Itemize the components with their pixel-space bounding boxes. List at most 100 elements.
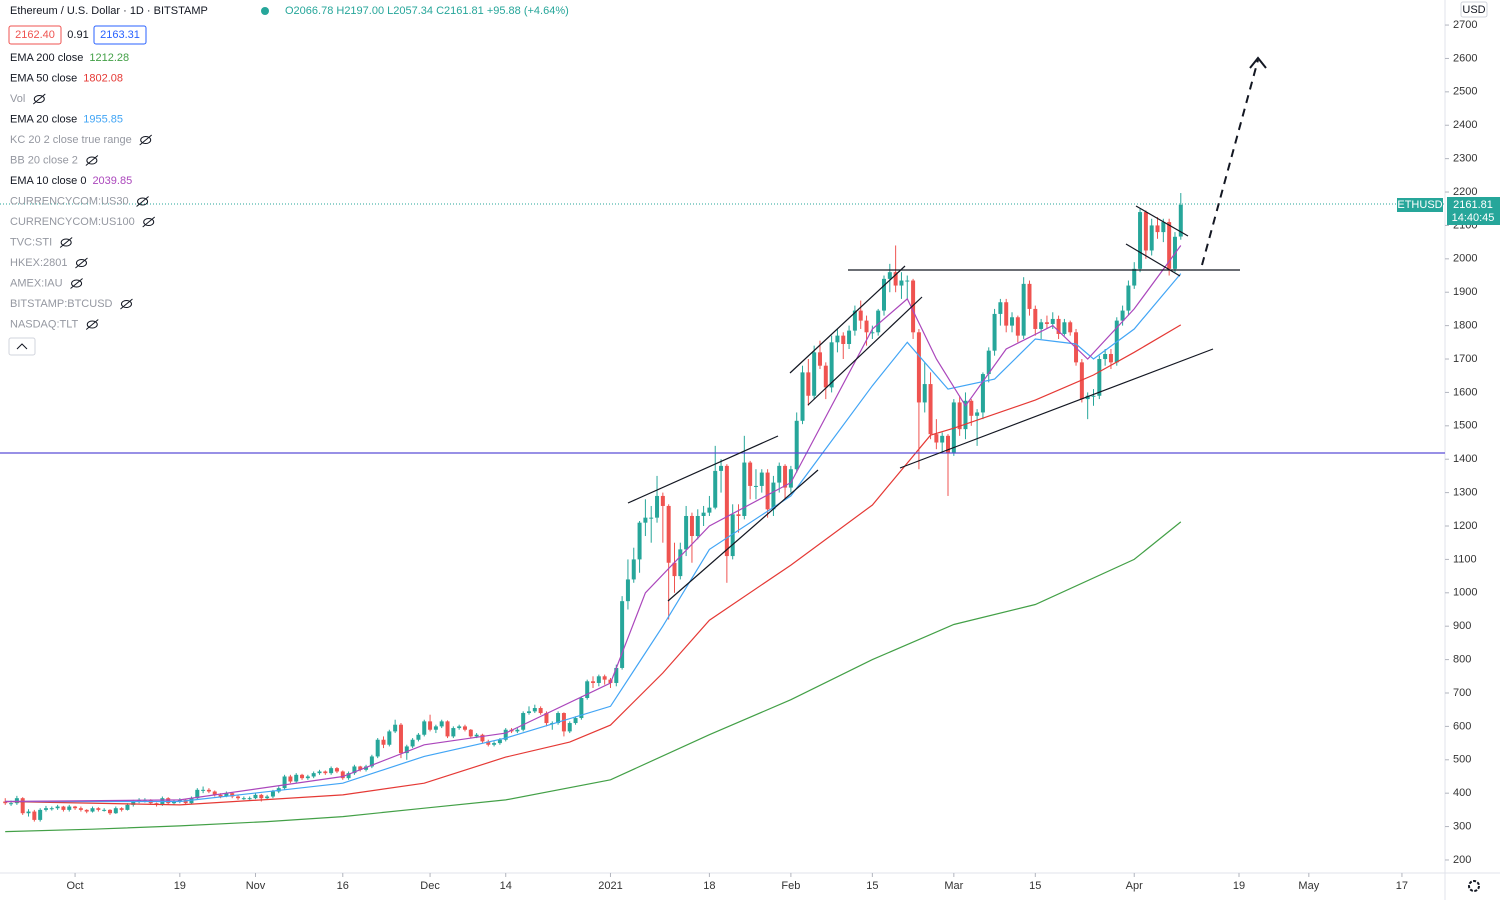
candle-body	[649, 517, 654, 519]
candle-body	[55, 806, 60, 809]
candle-body	[294, 774, 299, 782]
bid: 2162.40	[15, 29, 55, 41]
candle-body	[637, 522, 642, 560]
header: Ethereum / U.S. Dollar · 1D · BITSTAMP O…	[8, 5, 569, 356]
bid-box[interactable]	[8, 25, 62, 45]
hidden-eye	[33, 95, 45, 103]
candle-body	[777, 465, 782, 483]
x-tick-label: 16	[337, 880, 349, 892]
candle-body	[32, 811, 37, 820]
candle-body	[1120, 310, 1125, 321]
candle-body	[724, 465, 729, 557]
candle-body	[596, 676, 601, 683]
collapse-button[interactable]	[8, 337, 36, 356]
candle-body	[666, 505, 671, 563]
x-tick-label: 15	[1029, 880, 1041, 892]
currency: USD	[1462, 4, 1485, 16]
legend-name: CURRENCYCOM:US100	[10, 216, 135, 228]
candle-body	[393, 724, 398, 732]
candle-body	[486, 741, 491, 745]
candle-body	[817, 352, 822, 366]
currency-box[interactable]	[1460, 1, 1488, 18]
candle-body	[323, 771, 328, 774]
candle-body	[282, 776, 287, 789]
candle-body	[515, 729, 520, 732]
candle-body	[1079, 362, 1084, 400]
candle-body	[986, 350, 991, 375]
legend-name: CURRENCYCOM:US30	[10, 195, 129, 207]
y-tick-label: 1200	[1453, 520, 1477, 532]
candle-body	[678, 549, 683, 577]
candle-body	[416, 734, 421, 740]
candle-body	[230, 793, 235, 797]
trend-line	[627, 435, 779, 504]
hidden-eye-slash	[142, 216, 156, 228]
status-dot	[261, 7, 269, 15]
candle-body	[38, 809, 43, 820]
candle-body	[1143, 212, 1148, 251]
ask-box[interactable]	[93, 25, 147, 45]
candle-body	[788, 469, 793, 488]
candle-body	[1004, 302, 1009, 326]
trend-line	[899, 348, 1214, 469]
y-tick-label: 700	[1453, 687, 1471, 699]
countdown: 14:40:45	[1452, 212, 1495, 224]
trend-line	[667, 469, 819, 602]
settings-icon[interactable]	[1468, 880, 1480, 892]
legend-name: Vol	[10, 93, 25, 105]
y-tick-label: 2500	[1453, 86, 1477, 98]
legend-name: TVC:STI	[10, 236, 52, 248]
y-tick-label: 1100	[1453, 553, 1477, 565]
candle-body	[707, 507, 712, 513]
candle-body	[247, 798, 252, 800]
y-tick-label: 1900	[1453, 286, 1477, 298]
candle-body	[439, 721, 444, 727]
symbol-title: Ethereum / U.S. Dollar · 1D · BITSTAMP	[10, 5, 208, 17]
candle-body	[131, 801, 136, 805]
candle-body	[236, 796, 241, 799]
price-tag: ETHUSD 2161.81 14:40:45 USD	[1397, 1, 1500, 892]
candle-body	[253, 794, 258, 799]
y-tick-label: 2000	[1453, 253, 1477, 265]
candle-body	[893, 272, 898, 286]
symbol-tag	[1397, 198, 1443, 212]
candle-body	[183, 799, 188, 804]
hidden-eye	[86, 320, 98, 329]
candle-body	[794, 420, 799, 470]
candle-body	[573, 718, 578, 724]
ema-line	[5, 273, 1182, 803]
candle-body	[67, 806, 72, 810]
candle-body	[1010, 317, 1015, 326]
candle-body	[643, 517, 648, 523]
candle-body	[620, 601, 625, 668]
hidden-eye	[143, 218, 155, 226]
hidden-eye-slash	[139, 134, 153, 146]
candle-body	[20, 798, 25, 814]
legend-name: EMA 200 close	[10, 52, 83, 64]
candle-body	[1027, 283, 1032, 309]
y-tick-label: 2200	[1453, 186, 1477, 198]
candle-body	[800, 372, 805, 421]
axes: 200 300 400 500 600 700 800 900 1000 1100 1200 1300…	[67, 19, 1478, 892]
candle-body	[218, 794, 223, 797]
candle-body	[806, 372, 811, 396]
x-tick-label: Mar	[944, 880, 963, 892]
candle-body	[107, 809, 112, 814]
y-tick-label: 500	[1453, 754, 1471, 766]
ask: 2163.31	[100, 29, 140, 41]
candle-body	[1178, 204, 1183, 237]
hidden-eye-slash	[136, 196, 149, 207]
candle-body	[49, 808, 54, 810]
candle-body	[201, 789, 206, 791]
hidden-eye	[60, 238, 72, 247]
candle-body	[713, 470, 718, 508]
candle-body	[73, 806, 78, 809]
candle-body	[928, 384, 933, 435]
ema-line	[5, 245, 1182, 803]
candle-body	[84, 809, 89, 812]
candle-body	[1103, 354, 1108, 360]
candle-body	[544, 713, 549, 724]
candle-body	[614, 667, 619, 683]
candle-body	[9, 803, 14, 805]
legend-name: EMA 20 close	[10, 113, 77, 125]
